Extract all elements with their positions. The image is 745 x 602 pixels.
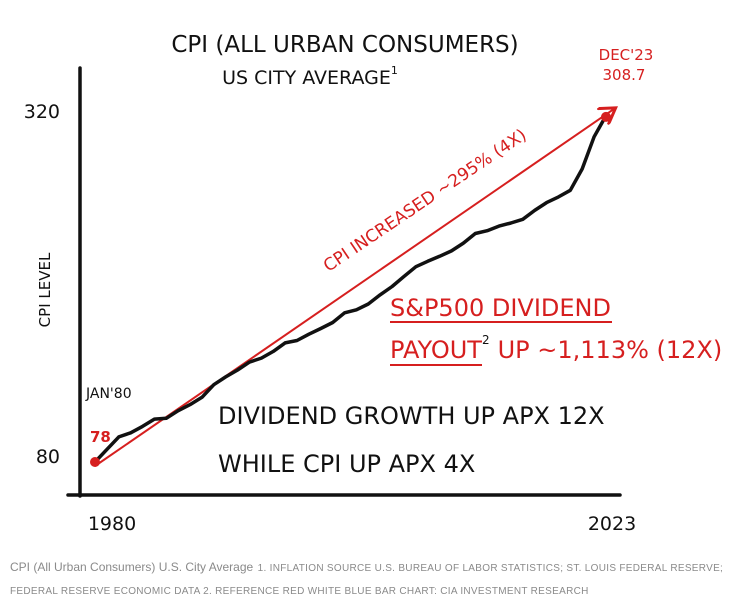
x-tick-label-start: 1980 bbox=[88, 513, 136, 535]
dividend-footnote-mark: 2 bbox=[482, 333, 490, 347]
growth-annotation-line2: WHILE CPI UP APX 4X bbox=[218, 450, 475, 478]
cpi-trend-arrow bbox=[94, 109, 614, 467]
y-axis-label: CPI LEVEL bbox=[36, 252, 54, 327]
end-value-label: 308.7 bbox=[603, 66, 646, 84]
y-tick-label-min: 80 bbox=[36, 446, 60, 468]
dividend-payout-word: PAYOUT bbox=[390, 336, 482, 364]
cpi-series-line bbox=[93, 113, 608, 464]
growth-annotation-line1: DIVIDEND GROWTH UP APX 12X bbox=[218, 402, 605, 430]
y-tick-label-max: 320 bbox=[24, 101, 60, 123]
chart-subtitle: US CITY AVERAGE1 bbox=[222, 64, 398, 89]
chart-subtitle-text: US CITY AVERAGE bbox=[222, 67, 391, 89]
caption-footnotes: 1. INFLATION SOURCE U.S. BUREAU OF LABOR… bbox=[10, 563, 724, 597]
subtitle-footnote-mark: 1 bbox=[391, 64, 398, 77]
dividend-annotation-line1: S&P500 DIVIDEND bbox=[390, 294, 611, 322]
start-date-label: JAN'80 bbox=[85, 386, 132, 402]
end-date-label: DEC'23 bbox=[599, 46, 654, 64]
figure-caption: CPI (All Urban Consumers) U.S. City Aver… bbox=[10, 556, 735, 602]
x-tick-label-end: 2023 bbox=[588, 513, 636, 535]
start-value-label: 78 bbox=[90, 428, 111, 446]
cpi-increase-annotation: CPI INCREASED ~295% (4X) bbox=[320, 125, 530, 276]
dividend-increase-text: UP ~1,113% (12X) bbox=[498, 336, 723, 364]
cpi-chart: CPI (ALL URBAN CONSUMERS) US CITY AVERAG… bbox=[24, 32, 723, 535]
start-point-marker bbox=[90, 457, 100, 467]
chart-title: CPI (ALL URBAN CONSUMERS) bbox=[171, 32, 518, 58]
end-point-marker bbox=[601, 111, 611, 122]
dividend-annotation-line2: PAYOUT2 UP ~1,113% (12X) bbox=[390, 333, 722, 364]
caption-main: CPI (All Urban Consumers) U.S. City Aver… bbox=[10, 560, 254, 574]
